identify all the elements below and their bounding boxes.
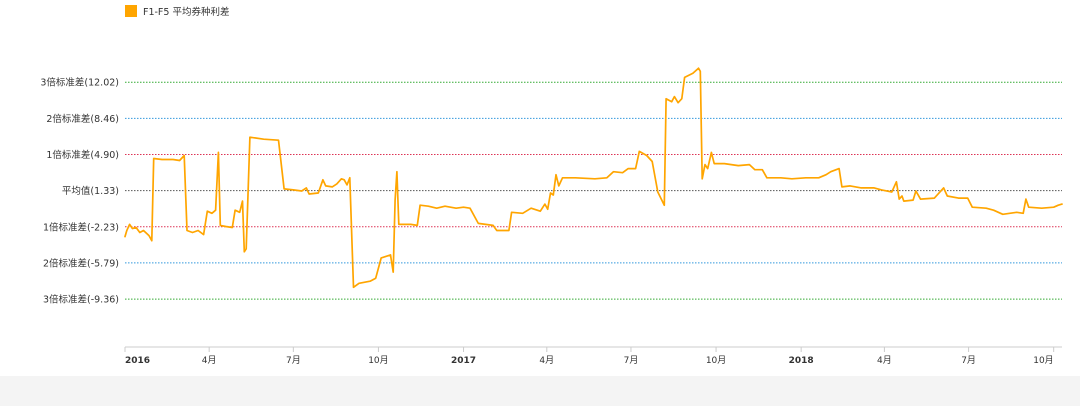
reference-label: 1倍标准差(-2.23) bbox=[43, 221, 119, 233]
x-tick-label: 10月 bbox=[1033, 355, 1053, 366]
x-tick-label: 2017 bbox=[451, 356, 476, 366]
reference-labels: 3倍标准差(12.02) 2倍标准差(8.46) 1倍标准差(4.90) 平均值(1.… bbox=[40, 77, 119, 306]
x-tick-label: 2016 bbox=[125, 356, 150, 366]
reference-label: 平均值(1.33) bbox=[62, 185, 119, 197]
x-axis-ticks: 2016 4月 7月 10月 2017 4月 7月 10月 2018 4月 7月 10月 bbox=[124, 347, 1055, 366]
footer-band bbox=[0, 376, 1080, 406]
x-tick-label: 2018 bbox=[789, 356, 814, 366]
series-line[interactable] bbox=[124, 67, 1063, 289]
legend-label: F1-F5 平均券种利差 bbox=[143, 6, 229, 18]
legend[interactable]: F1-F5 平均券种利差 bbox=[125, 5, 229, 18]
x-tick-label: 10月 bbox=[706, 355, 726, 366]
reference-label: 2倍标准差(-5.79) bbox=[43, 257, 119, 269]
x-tick-label: 7月 bbox=[286, 355, 301, 366]
x-tick-label: 10月 bbox=[368, 355, 388, 366]
x-tick-label: 4月 bbox=[539, 355, 554, 366]
reference-lines bbox=[125, 81, 1062, 300]
x-tick-label: 4月 bbox=[202, 355, 217, 366]
series-layer bbox=[124, 67, 1063, 289]
reference-label: 3倍标准差(12.02) bbox=[40, 77, 119, 89]
reference-label: 1倍标准差(4.90) bbox=[46, 149, 119, 161]
x-tick-label: 4月 bbox=[877, 355, 892, 366]
x-tick-label: 7月 bbox=[961, 355, 976, 366]
reference-label: 3倍标准差(-9.36) bbox=[43, 294, 119, 306]
x-tick-label: 7月 bbox=[624, 355, 639, 366]
legend-swatch bbox=[125, 5, 137, 17]
reference-label: 2倍标准差(8.46) bbox=[46, 113, 119, 125]
